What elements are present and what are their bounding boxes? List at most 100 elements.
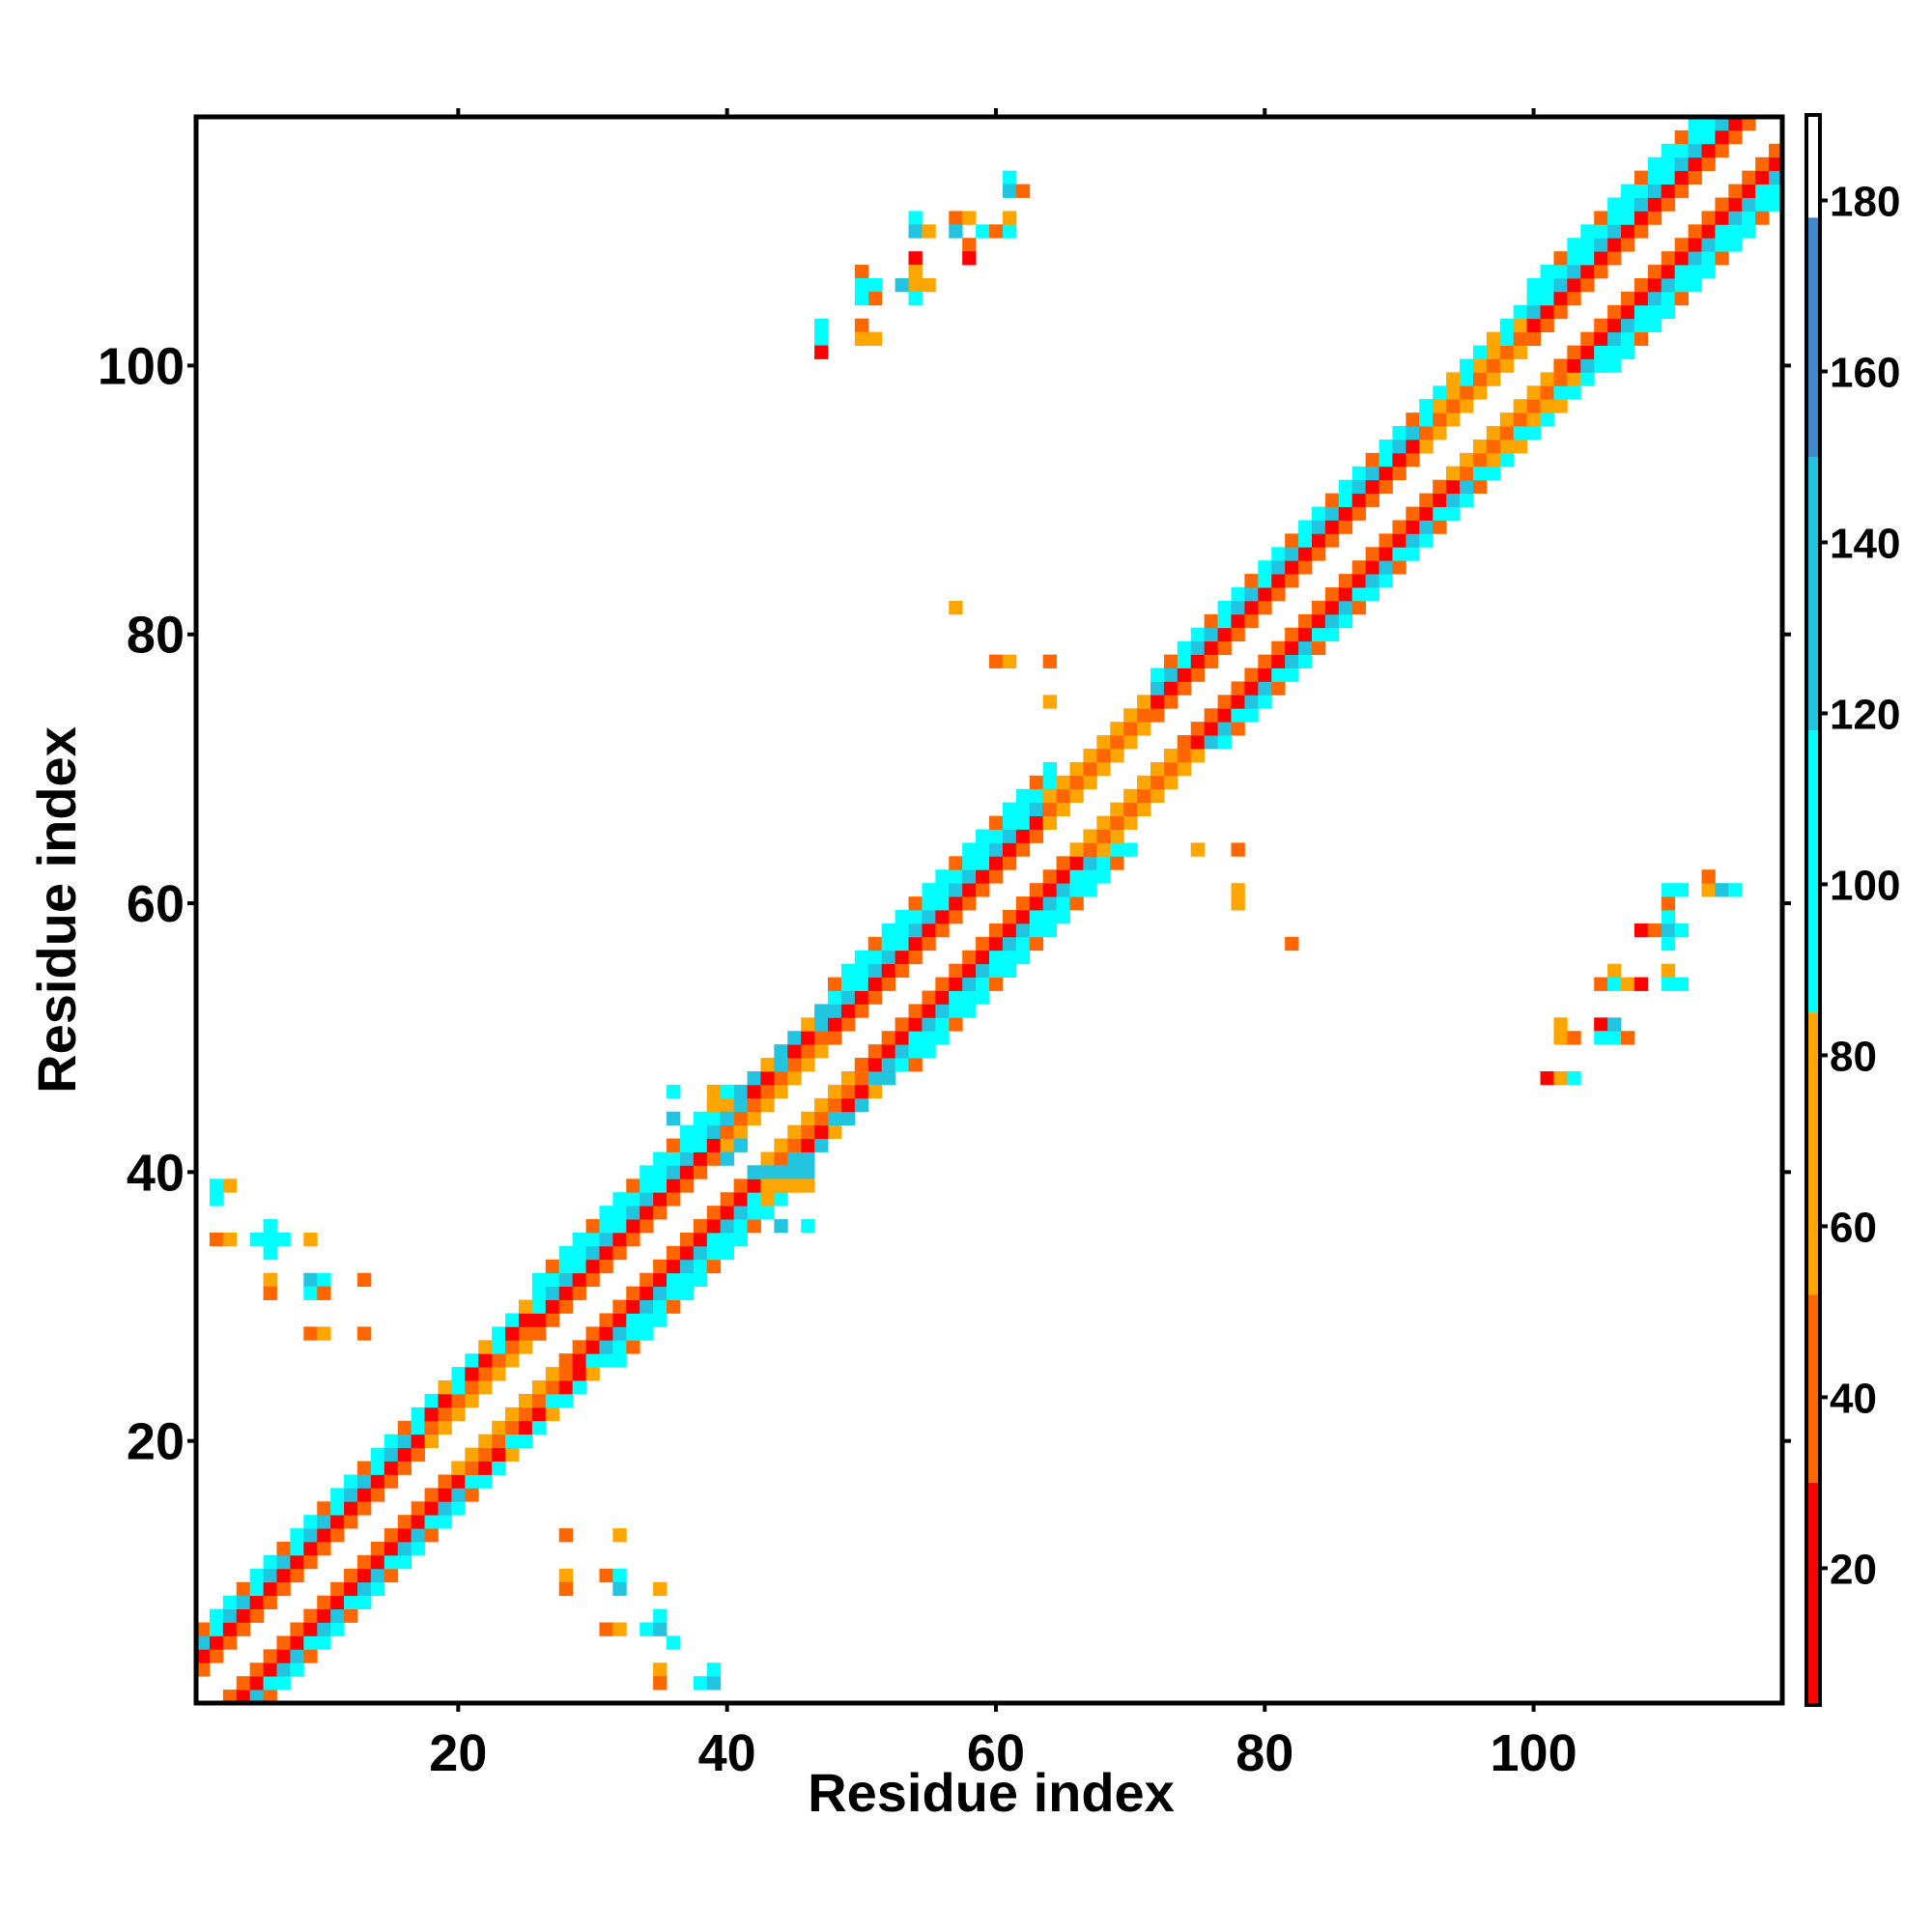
heatmap-cell <box>303 1232 318 1247</box>
heatmap-cell <box>733 1206 748 1220</box>
heatmap-cell <box>1674 238 1689 252</box>
heatmap-cell <box>1029 923 1044 938</box>
heatmap-cell <box>1634 184 1649 198</box>
heatmap-cell <box>1433 385 1447 400</box>
heatmap-cell <box>733 1192 748 1207</box>
heatmap-cell <box>1647 277 1662 293</box>
heatmap-cell <box>330 1608 345 1623</box>
heatmap-cell <box>478 1353 493 1368</box>
heatmap-cell <box>787 1044 802 1059</box>
heatmap-cell <box>1002 856 1017 870</box>
heatmap-cell <box>935 923 950 938</box>
heatmap-cell <box>962 977 977 991</box>
heatmap-cell <box>612 1245 627 1261</box>
heatmap-cell <box>1728 129 1743 145</box>
heatmap-cell <box>290 1528 304 1543</box>
heatmap-cell <box>1015 923 1031 938</box>
heatmap-cell <box>1285 936 1299 952</box>
heatmap-cell <box>814 1111 829 1126</box>
heatmap-cell <box>1137 695 1151 709</box>
heatmap-cell <box>196 1622 211 1636</box>
heatmap-cell <box>1096 829 1111 843</box>
heatmap-cell <box>1701 251 1716 266</box>
heatmap-cell <box>1621 331 1635 346</box>
heatmap-cell <box>1298 654 1313 668</box>
heatmap-cell <box>1594 251 1608 266</box>
heatmap-cell <box>1029 896 1044 911</box>
heatmap-cell <box>518 1313 533 1327</box>
heatmap-cell <box>626 1286 640 1300</box>
heatmap-cell <box>774 1165 788 1179</box>
heatmap-cell <box>1271 587 1286 602</box>
heatmap-cell <box>1190 749 1206 763</box>
heatmap-cell <box>531 1406 547 1422</box>
heatmap-cell <box>1460 385 1474 400</box>
heatmap-cell <box>612 1232 627 1247</box>
heatmap-cell <box>1460 358 1474 373</box>
heatmap-cell <box>1392 466 1406 481</box>
heatmap-cell <box>653 1286 668 1300</box>
heatmap-cell <box>895 277 909 293</box>
heatmap-cell <box>263 1245 277 1261</box>
heatmap-cell <box>801 1219 815 1234</box>
heatmap-cell <box>1701 265 1716 279</box>
heatmap-cell <box>424 1488 439 1502</box>
heatmap-cell <box>935 1004 950 1018</box>
heatmap-cell <box>1258 600 1272 615</box>
heatmap-cell <box>572 1367 586 1381</box>
heatmap-cell <box>1002 829 1017 843</box>
heatmap-cell <box>760 1206 775 1220</box>
heatmap-cell <box>935 869 950 884</box>
heatmap-cell <box>356 1461 372 1475</box>
heatmap-cell <box>545 1272 560 1288</box>
heatmap-cell <box>1271 640 1286 656</box>
heatmap-cell <box>585 1245 600 1261</box>
heatmap-cell <box>1351 493 1367 507</box>
heatmap-cell <box>424 1393 439 1408</box>
heatmap-cell <box>370 1447 385 1462</box>
heatmap-cell <box>667 1111 681 1126</box>
heatmap-cell <box>814 1031 829 1045</box>
heatmap-cell <box>801 1179 815 1193</box>
heatmap-cell <box>774 1084 788 1099</box>
heatmap-cell <box>639 1219 654 1234</box>
heatmap-cell <box>922 1031 936 1045</box>
heatmap-cell <box>558 1528 574 1543</box>
heatmap-cell <box>653 1662 668 1677</box>
heatmap-cell <box>505 1420 520 1435</box>
heatmap-cell <box>1163 761 1179 777</box>
heatmap-cell <box>492 1434 506 1449</box>
heatmap-cell <box>1015 802 1031 816</box>
heatmap-cell <box>438 1501 452 1516</box>
heatmap-cell <box>424 1434 439 1449</box>
heatmap-cell <box>612 1192 627 1207</box>
heatmap-cell <box>1526 385 1541 400</box>
heatmap-cell <box>303 1649 318 1663</box>
heatmap-cell <box>1580 265 1595 279</box>
heatmap-cell <box>276 1554 291 1570</box>
heatmap-cell <box>1110 815 1124 830</box>
heatmap-cell <box>1513 439 1528 454</box>
heatmap-cell <box>989 963 1004 978</box>
heatmap-cell <box>1150 695 1165 709</box>
heatmap-cell <box>760 1151 775 1166</box>
heatmap-cell <box>558 1245 574 1261</box>
heatmap-cell <box>1311 533 1326 548</box>
heatmap-cell <box>1661 291 1676 306</box>
heatmap-cell <box>1324 520 1340 534</box>
heatmap-cell <box>706 1259 722 1274</box>
heatmap-cell <box>1755 170 1770 185</box>
heatmap-cell <box>303 1286 318 1300</box>
heatmap-cell <box>263 1568 277 1583</box>
heatmap-cell <box>1324 493 1340 507</box>
heatmap-cell <box>1661 910 1676 924</box>
heatmap-cell <box>1177 668 1192 682</box>
heatmap-cell <box>1150 708 1165 723</box>
heatmap-cell <box>653 1206 668 1220</box>
heatmap-cell <box>854 331 869 346</box>
heatmap-cell <box>1298 627 1313 642</box>
heatmap-cell <box>370 1461 385 1475</box>
heatmap-cell <box>828 1111 842 1126</box>
heatmap-cell <box>612 1326 627 1341</box>
heatmap-cell <box>1285 574 1299 588</box>
